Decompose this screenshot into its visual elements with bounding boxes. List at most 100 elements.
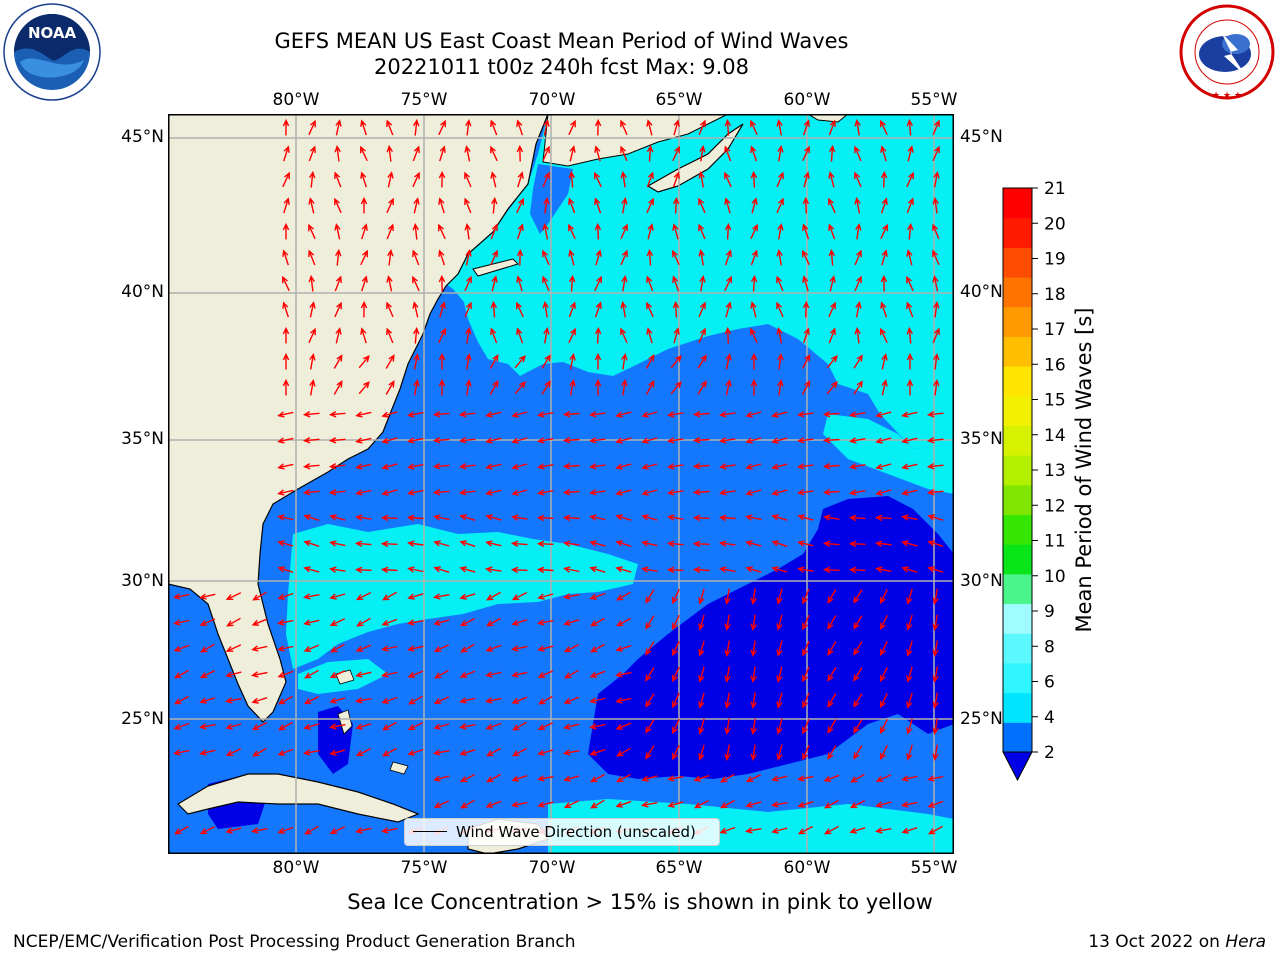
wave-direction-arrow <box>693 774 710 782</box>
wave-direction-arrow <box>802 327 810 344</box>
colorbar-cell <box>1003 395 1032 426</box>
wave-direction-arrow <box>640 801 658 808</box>
wave-direction-arrow <box>771 514 788 521</box>
map-title: GEFS MEAN US East Coast Mean Period of W… <box>274 29 849 53</box>
wave-direction-arrow <box>615 411 632 418</box>
wave-direction-arrow <box>776 171 784 188</box>
wave-direction-arrow <box>387 248 394 266</box>
wave-direction-arrow <box>226 617 241 627</box>
wave-direction-arrow <box>354 697 372 704</box>
wave-direction-arrow <box>880 274 888 292</box>
wave-direction-arrow <box>277 695 293 705</box>
wave-direction-arrow <box>802 119 810 136</box>
wave-direction-arrow <box>645 719 655 734</box>
wave-direction-arrow <box>645 379 655 395</box>
wave-direction-arrow <box>251 697 268 704</box>
wave-direction-arrow <box>568 249 575 266</box>
wave-direction-arrow <box>907 145 914 162</box>
wave-direction-arrow <box>282 275 290 292</box>
wave-direction-arrow <box>751 197 758 214</box>
wave-direction-arrow <box>333 380 343 395</box>
wave-direction-arrow <box>568 170 576 188</box>
wave-direction-arrow <box>823 774 840 782</box>
wave-direction-arrow <box>563 643 580 653</box>
wave-direction-arrow <box>803 171 810 188</box>
wave-direction-arrow <box>641 514 658 521</box>
colorbar-cell <box>1003 217 1032 248</box>
wave-direction-arrow <box>334 171 342 188</box>
colorbar-tick-label: 2 <box>1044 743 1055 763</box>
wave-direction-arrow <box>745 463 762 470</box>
lon-label-top-80w: 80°W <box>272 90 320 110</box>
wave-direction-arrow <box>620 223 628 240</box>
wave-direction-arrow <box>881 249 888 266</box>
wave-direction-arrow <box>303 695 320 705</box>
wave-direction-arrow <box>510 540 528 548</box>
wave-direction-arrow <box>173 749 190 756</box>
wave-direction-arrow <box>854 327 861 344</box>
wave-direction-arrow <box>485 671 502 678</box>
wave-direction-arrow <box>646 248 654 266</box>
wave-direction-arrow <box>510 645 528 652</box>
wave-direction-arrow <box>432 488 450 496</box>
wave-direction-arrow <box>460 643 475 653</box>
wave-direction-arrow <box>697 354 707 369</box>
wave-direction-arrow <box>460 799 475 809</box>
wave-direction-arrow <box>724 326 732 344</box>
wave-direction-arrow <box>719 437 736 444</box>
wave-direction-arrow <box>646 275 654 292</box>
wave-direction-arrow <box>459 540 476 547</box>
wave-direction-arrow <box>537 749 554 756</box>
wave-direction-arrow <box>853 693 863 708</box>
wave-direction-arrow <box>464 145 471 162</box>
wave-direction-arrow <box>536 540 554 548</box>
wave-direction-arrow <box>802 300 810 318</box>
colorbar-tick-label: 6 <box>1044 673 1055 693</box>
wave-direction-arrow <box>380 514 398 522</box>
wave-direction-arrow <box>569 145 576 162</box>
wave-direction-arrow <box>645 693 655 708</box>
wave-direction-arrow <box>386 197 394 214</box>
noaa-logo: NOAA <box>3 3 101 101</box>
wave-direction-arrow <box>277 489 294 496</box>
wave-direction-arrow <box>333 354 343 369</box>
wave-direction-arrow <box>594 197 602 214</box>
wave-direction-arrow <box>355 489 372 496</box>
footer-host: Hera <box>1225 932 1266 952</box>
wave-direction-arrow <box>932 197 939 214</box>
wave-direction-arrow <box>874 827 892 834</box>
wave-direction-arrow <box>303 566 320 573</box>
wave-direction-arrow <box>516 248 524 266</box>
wave-direction-arrow <box>620 145 628 162</box>
wave-direction-arrow <box>900 514 918 521</box>
wave-direction-arrow <box>485 747 501 757</box>
wave-direction-arrow <box>489 379 499 395</box>
wave-direction-arrow <box>438 249 446 266</box>
wave-direction-arrow <box>724 614 731 632</box>
wave-direction-arrow <box>672 718 680 735</box>
wave-direction-arrow <box>745 437 762 444</box>
wave-direction-arrow <box>670 354 682 369</box>
wave-direction-arrow <box>304 669 319 679</box>
wave-direction-arrow <box>407 463 424 470</box>
wave-direction-arrow <box>485 617 501 627</box>
wave-direction-arrow <box>386 223 394 240</box>
wave-direction-arrow <box>465 327 472 344</box>
wave-direction-arrow <box>802 588 810 605</box>
wave-direction-arrow <box>641 540 658 547</box>
wave-direction-arrow <box>381 645 398 652</box>
wave-direction-arrow <box>277 619 294 626</box>
wave-direction-arrow <box>438 170 446 188</box>
wave-direction-arrow <box>413 118 420 136</box>
wave-direction-arrow <box>173 695 189 705</box>
wave-direction-arrow <box>438 223 446 240</box>
wave-direction-arrow <box>432 436 450 444</box>
wave-direction-arrow <box>750 588 757 605</box>
colorbar-cell <box>1003 692 1032 723</box>
wave-direction-arrow <box>433 514 450 521</box>
wave-direction-arrow <box>698 666 705 683</box>
wave-direction-arrow <box>309 352 316 370</box>
wave-direction-arrow <box>562 410 580 418</box>
wave-direction-arrow <box>672 300 680 318</box>
wave-direction-arrow <box>667 411 684 418</box>
